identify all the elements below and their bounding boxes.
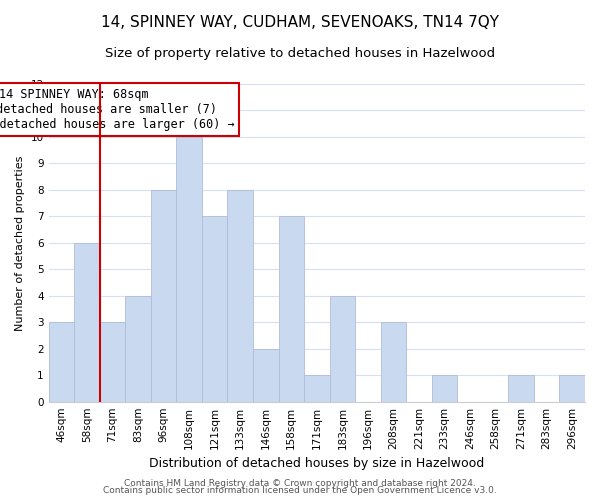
Bar — [151, 190, 176, 402]
Bar — [125, 296, 151, 402]
Bar — [278, 216, 304, 402]
Bar — [380, 322, 406, 402]
Bar — [100, 322, 125, 402]
Text: Contains public sector information licensed under the Open Government Licence v3: Contains public sector information licen… — [103, 486, 497, 495]
Text: 14 SPINNEY WAY: 68sqm
← 10% of detached houses are smaller (7)
90% of semi-detac: 14 SPINNEY WAY: 68sqm ← 10% of detached … — [0, 88, 235, 131]
Bar — [227, 190, 253, 402]
Bar — [176, 137, 202, 402]
Bar — [559, 375, 585, 402]
Bar — [432, 375, 457, 402]
Bar — [304, 375, 329, 402]
Bar — [202, 216, 227, 402]
Text: Size of property relative to detached houses in Hazelwood: Size of property relative to detached ho… — [105, 48, 495, 60]
Y-axis label: Number of detached properties: Number of detached properties — [15, 155, 25, 330]
Bar — [74, 243, 100, 402]
Bar — [49, 322, 74, 402]
Bar — [508, 375, 534, 402]
Bar — [253, 348, 278, 402]
Text: 14, SPINNEY WAY, CUDHAM, SEVENOAKS, TN14 7QY: 14, SPINNEY WAY, CUDHAM, SEVENOAKS, TN14… — [101, 15, 499, 30]
Bar — [329, 296, 355, 402]
X-axis label: Distribution of detached houses by size in Hazelwood: Distribution of detached houses by size … — [149, 457, 484, 470]
Text: Contains HM Land Registry data © Crown copyright and database right 2024.: Contains HM Land Registry data © Crown c… — [124, 478, 476, 488]
